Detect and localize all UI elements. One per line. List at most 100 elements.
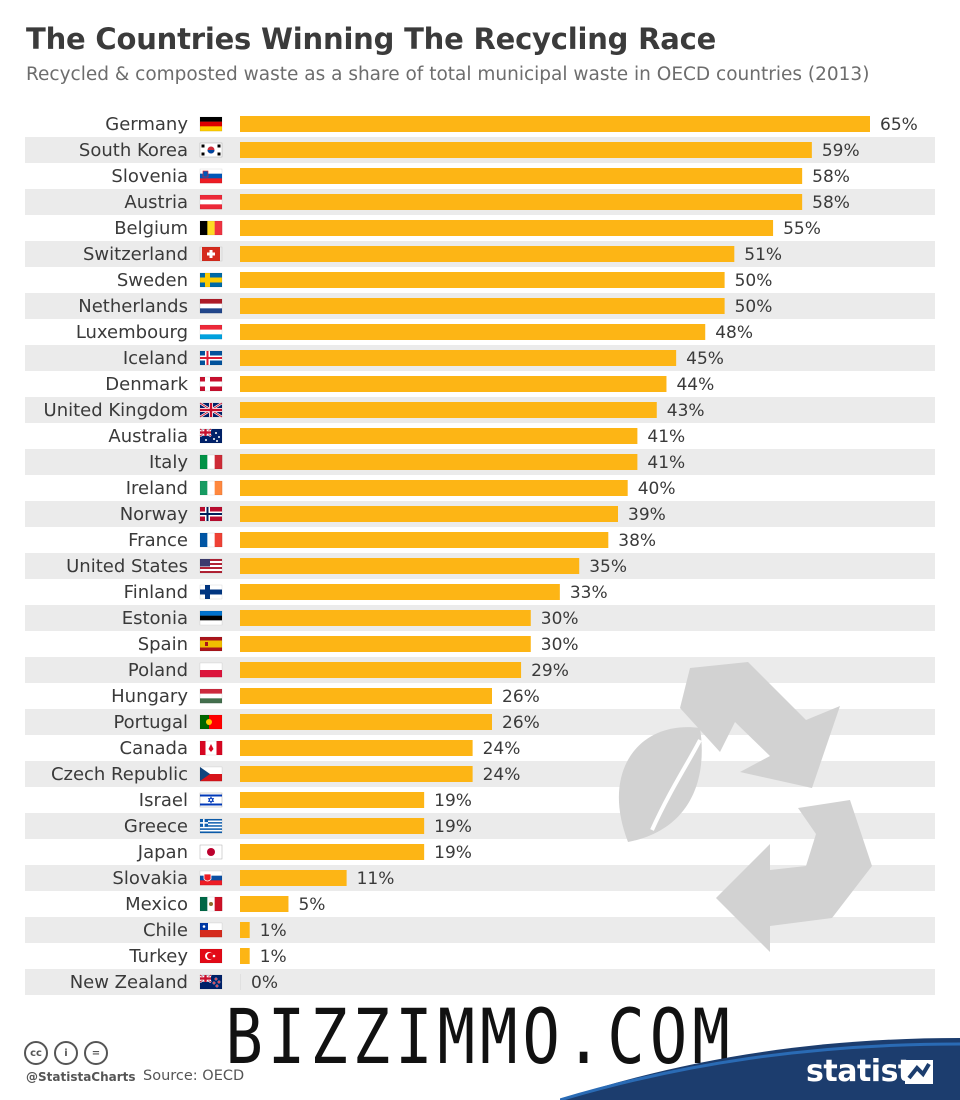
country-label: Japan bbox=[137, 842, 188, 863]
country-label: Czech Republic bbox=[51, 764, 188, 785]
attribution-icon: i bbox=[54, 1041, 78, 1065]
bar bbox=[240, 298, 725, 314]
bar bbox=[240, 896, 289, 912]
country-label: Canada bbox=[120, 738, 189, 759]
country-label: South Korea bbox=[79, 140, 188, 161]
bar bbox=[240, 792, 425, 808]
flag-no-icon bbox=[199, 506, 223, 522]
bar bbox=[240, 350, 677, 366]
country-label: Germany bbox=[105, 114, 188, 135]
flag-nl-icon bbox=[199, 298, 223, 314]
country-label: Spain bbox=[138, 634, 188, 655]
bar bbox=[240, 376, 667, 392]
bar bbox=[240, 584, 560, 600]
flag-gb-icon bbox=[199, 401, 223, 419]
value-label: 65% bbox=[880, 115, 918, 135]
country-label: Austria bbox=[124, 192, 188, 213]
row-stripe bbox=[25, 813, 935, 839]
flag-sk-icon bbox=[199, 870, 223, 886]
country-label: United States bbox=[66, 556, 188, 577]
row-stripe bbox=[25, 969, 935, 995]
bar bbox=[240, 272, 725, 288]
bar bbox=[240, 844, 425, 860]
bar bbox=[240, 766, 473, 782]
value-label: 19% bbox=[434, 791, 472, 811]
country-label: Sweden bbox=[117, 270, 188, 291]
country-label: Greece bbox=[124, 816, 188, 837]
value-label: 51% bbox=[744, 245, 782, 265]
bar bbox=[240, 454, 638, 470]
country-label: Australia bbox=[108, 426, 188, 447]
bar bbox=[240, 922, 250, 938]
bar bbox=[240, 714, 492, 730]
country-label: Iceland bbox=[123, 348, 188, 369]
flag-at-icon bbox=[199, 194, 223, 210]
flag-mx-icon bbox=[199, 896, 223, 912]
country-label: Hungary bbox=[111, 686, 188, 707]
bar bbox=[240, 740, 473, 756]
arrow-down-icon bbox=[680, 662, 840, 788]
bar bbox=[240, 662, 522, 678]
value-label: 44% bbox=[676, 375, 714, 395]
value-label: 11% bbox=[357, 869, 395, 889]
value-label: 55% bbox=[783, 219, 821, 239]
country-label: Poland bbox=[128, 660, 188, 681]
bar bbox=[240, 324, 706, 340]
bar bbox=[240, 480, 628, 496]
value-label: 50% bbox=[735, 297, 773, 317]
bar bbox=[240, 220, 774, 236]
value-label: 24% bbox=[483, 739, 521, 759]
flag-ie-icon bbox=[199, 480, 223, 496]
leaf-icon bbox=[618, 727, 702, 842]
country-label: Switzerland bbox=[83, 244, 188, 265]
bar bbox=[240, 532, 609, 548]
flag-cl-icon bbox=[199, 922, 223, 938]
value-label: 24% bbox=[483, 765, 521, 785]
flag-us-icon bbox=[199, 558, 223, 574]
value-label: 48% bbox=[715, 323, 753, 343]
flag-si-icon bbox=[199, 168, 223, 184]
value-label: 43% bbox=[667, 401, 705, 421]
country-label: Norway bbox=[120, 504, 189, 525]
chart-title: The Countries Winning The Recycling Race bbox=[26, 22, 717, 56]
value-label: 33% bbox=[570, 583, 608, 603]
country-label: United Kingdom bbox=[44, 400, 188, 421]
bar bbox=[240, 142, 812, 158]
value-label: 58% bbox=[812, 193, 850, 213]
flag-tr-icon bbox=[199, 948, 223, 964]
country-label: New Zealand bbox=[70, 972, 188, 993]
watermark-text: BIZZIMMO.COM bbox=[225, 992, 735, 1081]
flag-pt-icon bbox=[199, 714, 223, 730]
country-label: Denmark bbox=[105, 374, 188, 395]
country-label: Estonia bbox=[122, 608, 188, 629]
flag-nz-icon bbox=[199, 973, 223, 990]
flag-kr-icon bbox=[199, 142, 223, 158]
flag-es-icon bbox=[199, 636, 223, 652]
bar bbox=[240, 870, 347, 886]
value-label: 19% bbox=[434, 817, 472, 837]
twitter-handle[interactable]: @StatistaCharts bbox=[26, 1070, 136, 1084]
country-label: Slovakia bbox=[112, 868, 188, 889]
license-icons: cc i = bbox=[24, 1041, 108, 1065]
value-label: 50% bbox=[735, 271, 773, 291]
flag-il-icon bbox=[199, 792, 223, 808]
bar bbox=[240, 506, 618, 522]
country-label: Israel bbox=[139, 790, 188, 811]
value-label: 38% bbox=[618, 531, 656, 551]
value-label: 29% bbox=[531, 661, 569, 681]
bar bbox=[240, 818, 425, 834]
recycle-watermark-icon bbox=[618, 662, 872, 952]
flag-dk-icon bbox=[199, 376, 223, 392]
source-note: Source: OECD bbox=[143, 1068, 245, 1084]
value-label: 30% bbox=[541, 609, 579, 629]
flag-au-icon bbox=[199, 427, 223, 444]
country-label: Slovenia bbox=[111, 166, 188, 187]
bar bbox=[240, 194, 803, 210]
value-label: 41% bbox=[647, 427, 685, 447]
value-label: 5% bbox=[298, 895, 325, 915]
flag-se-icon bbox=[199, 272, 223, 288]
statista-logo-icon bbox=[905, 1060, 933, 1084]
value-label: 35% bbox=[589, 557, 627, 577]
value-label: 39% bbox=[628, 505, 666, 525]
flag-ca-icon bbox=[199, 740, 223, 756]
